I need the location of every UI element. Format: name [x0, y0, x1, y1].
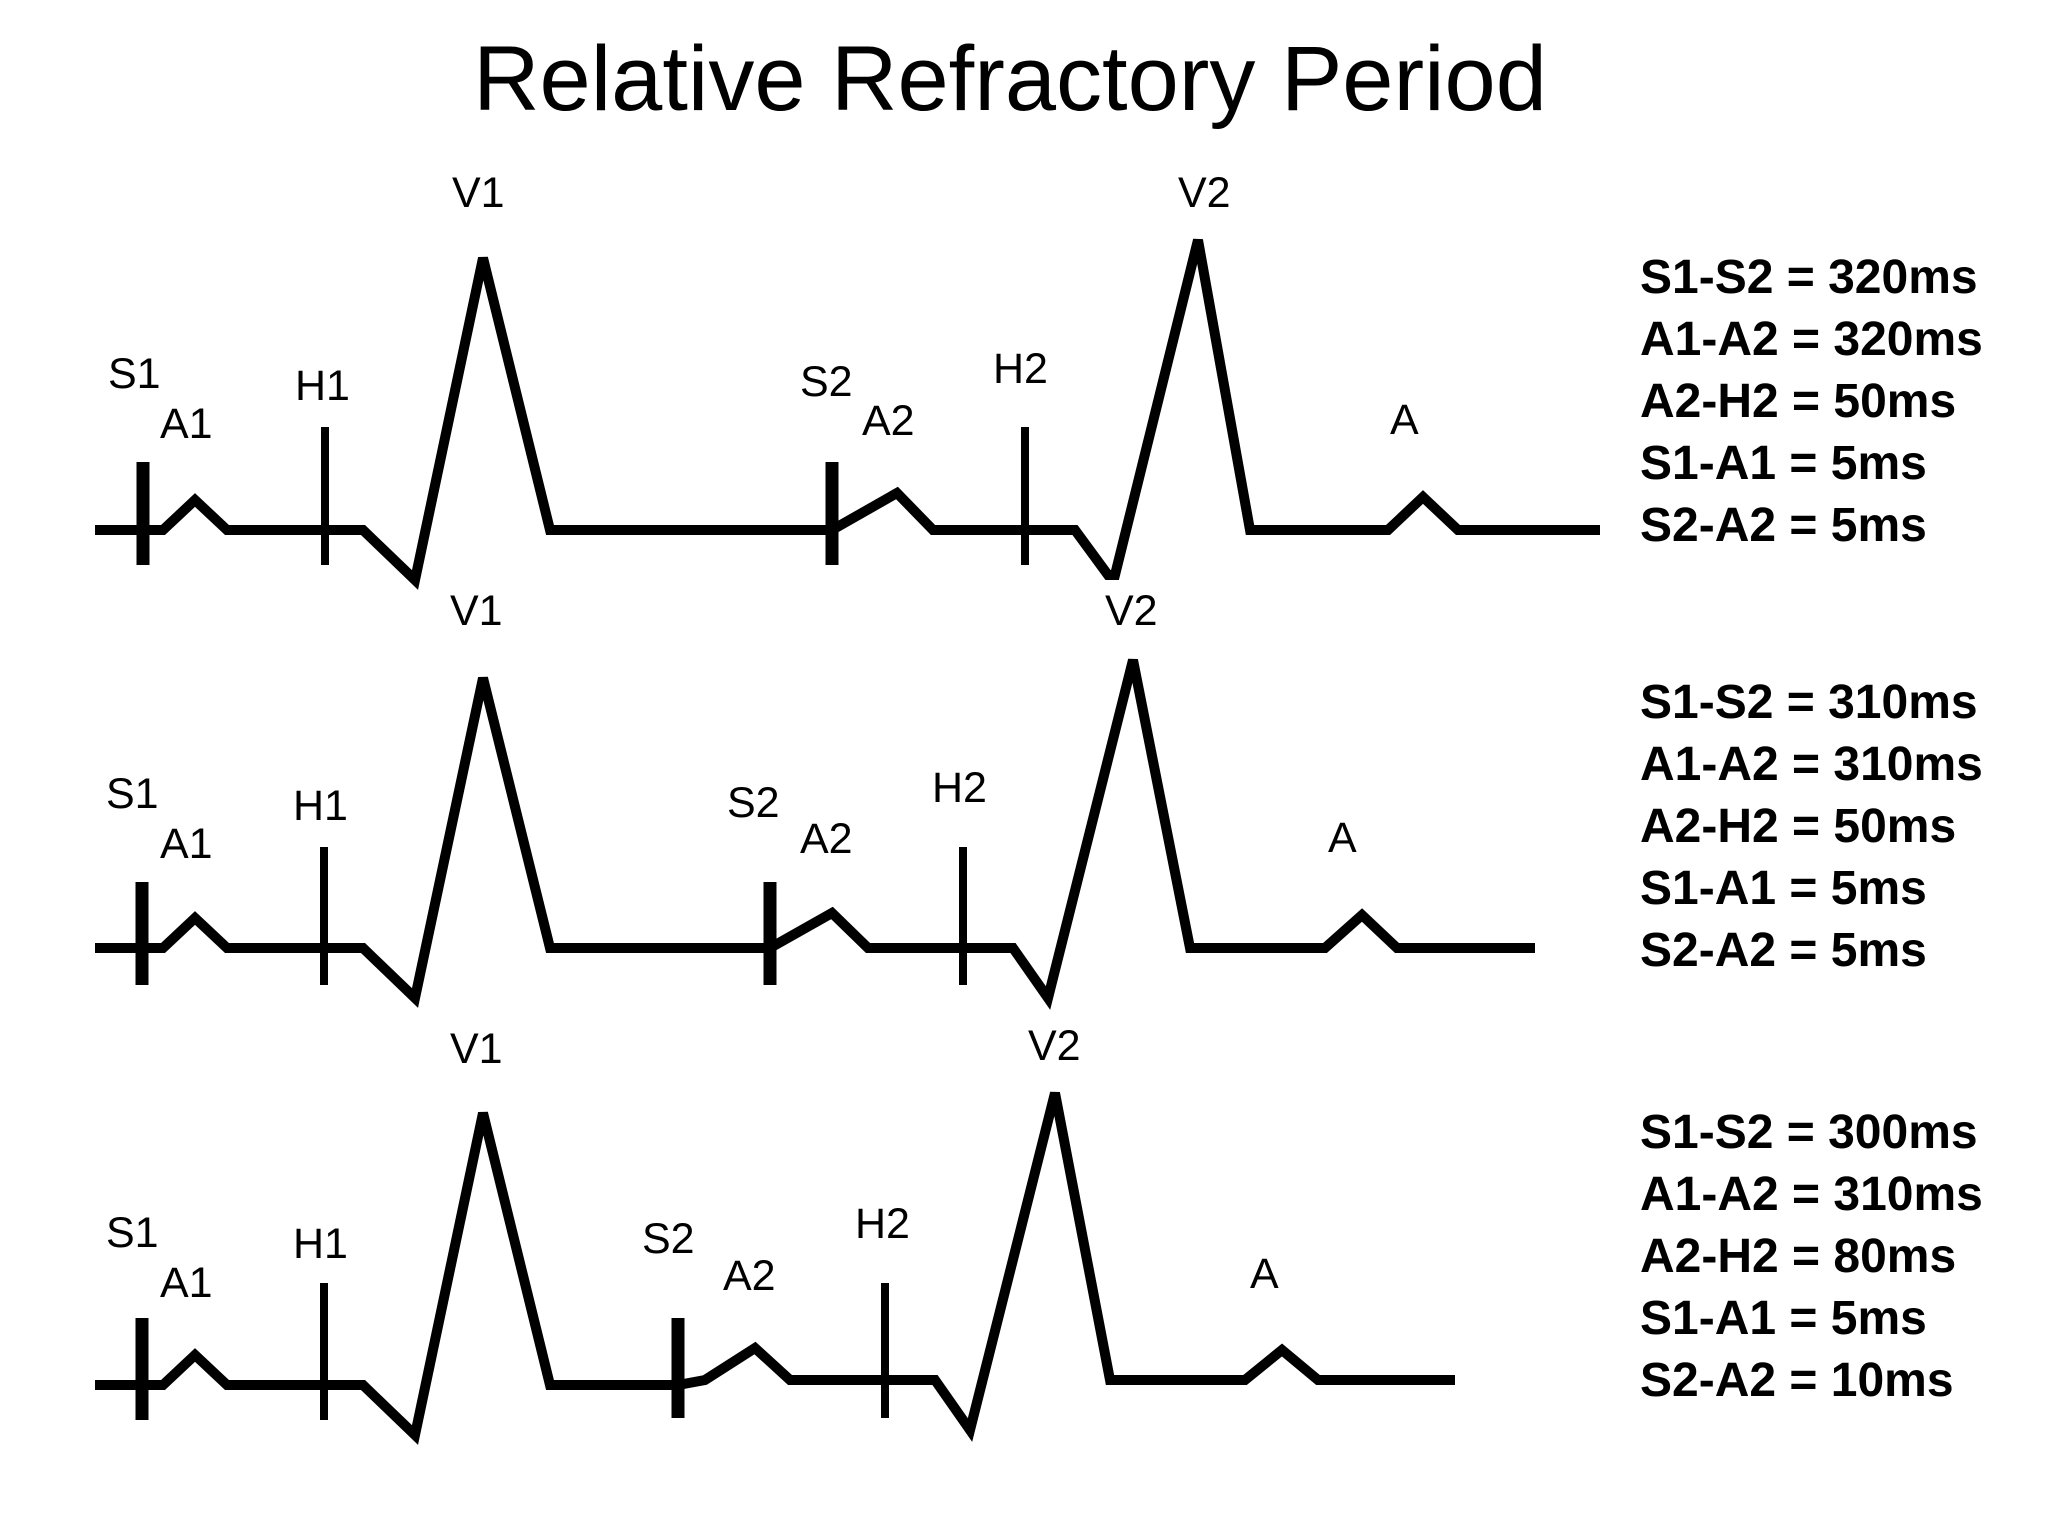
panel-2-s1-label: S1 [106, 770, 159, 818]
panel-3-s1-label: S1 [106, 1209, 159, 1257]
panel-2-a1-label: A1 [160, 820, 213, 868]
panel-3-measurement: S2-A2 = 10ms [1640, 1354, 1954, 1407]
panel-3-measurement: A1-A2 = 310ms [1640, 1168, 1983, 1221]
panel-1-s1-label: S1 [108, 350, 161, 398]
panel-2-measurement: A1-A2 = 310ms [1640, 738, 1983, 791]
panel-2-v2-label: V2 [1105, 587, 1158, 635]
panel-3-measurement: S1-A1 = 5ms [1640, 1292, 1927, 1345]
panel-3-v2-label: V2 [1028, 1022, 1081, 1070]
panel-2-measurement: S1-S2 = 310ms [1640, 676, 1978, 729]
panel-1-measurement: A1-A2 = 320ms [1640, 313, 1983, 366]
panel-2-v1-label: V1 [450, 587, 503, 635]
panel-1-measurement: S1-A1 = 5ms [1640, 437, 1927, 490]
diagram-title: Relative Refractory Period [473, 28, 1547, 130]
panel-2: S1 A1 H1 V1 S2 A2 H2 V2 A S1-S2 = 310ms … [95, 587, 1983, 1010]
panel-3-measurement: A2-H2 = 80ms [1640, 1230, 1956, 1283]
panel-1-h1-label: H1 [295, 362, 350, 410]
panel-3-v1-label: V1 [450, 1025, 503, 1073]
panel-3-measurements: S1-S2 = 300ms A1-A2 = 310ms A2-H2 = 80ms… [1640, 1106, 1983, 1407]
panel-2-measurement: S2-A2 = 5ms [1640, 924, 1927, 977]
panel-2-measurement: S1-A1 = 5ms [1640, 862, 1927, 915]
panel-2-h1-label: H1 [293, 782, 348, 830]
panel-1-measurement: S2-A2 = 5ms [1640, 499, 1927, 552]
panel-2-s2-label: S2 [727, 779, 780, 827]
panel-1-measurement: A2-H2 = 50ms [1640, 375, 1956, 428]
panel-2-a-label: A [1328, 814, 1357, 862]
panel-3-measurement: S1-S2 = 300ms [1640, 1106, 1978, 1159]
panel-3: S1 A1 H1 V1 S2 A2 H2 V2 A S1-S2 = 300ms … [95, 1022, 1983, 1445]
panel-1-h2-label: H2 [993, 345, 1048, 393]
panel-1-trace [95, 238, 1600, 590]
panel-2-h2-label: H2 [932, 764, 987, 812]
panel-1-a1-label: A1 [160, 400, 213, 448]
panel-3-a2-label: A2 [723, 1252, 776, 1300]
panel-3-trace [95, 1091, 1455, 1445]
panel-3-a1-label: A1 [160, 1259, 213, 1307]
panel-2-measurements: S1-S2 = 310ms A1-A2 = 310ms A2-H2 = 50ms… [1640, 676, 1983, 977]
panel-3-h1-label: H1 [293, 1220, 348, 1268]
panel-1-a-label: A [1390, 396, 1419, 444]
panel-1-measurement: S1-S2 = 320ms [1640, 251, 1978, 304]
panel-3-a-label: A [1250, 1250, 1279, 1298]
panel-1-v1-label: V1 [452, 169, 505, 217]
panel-3-s2-label: S2 [642, 1215, 695, 1263]
panel-2-a2-label: A2 [800, 815, 853, 863]
panel-1-measurements: S1-S2 = 320ms A1-A2 = 320ms A2-H2 = 50ms… [1640, 251, 1983, 552]
panel-1-v2-label: V2 [1178, 169, 1231, 217]
panel-1: S1 A1 H1 V1 S2 A2 H2 V2 A S1-S2 = 320ms … [95, 169, 1983, 590]
panel-1-a2-label: A2 [862, 397, 915, 445]
panel-2-measurement: A2-H2 = 50ms [1640, 800, 1956, 853]
panel-3-h2-label: H2 [855, 1200, 910, 1248]
panel-1-s2-label: S2 [800, 358, 853, 406]
panel-2-trace [95, 658, 1535, 1010]
